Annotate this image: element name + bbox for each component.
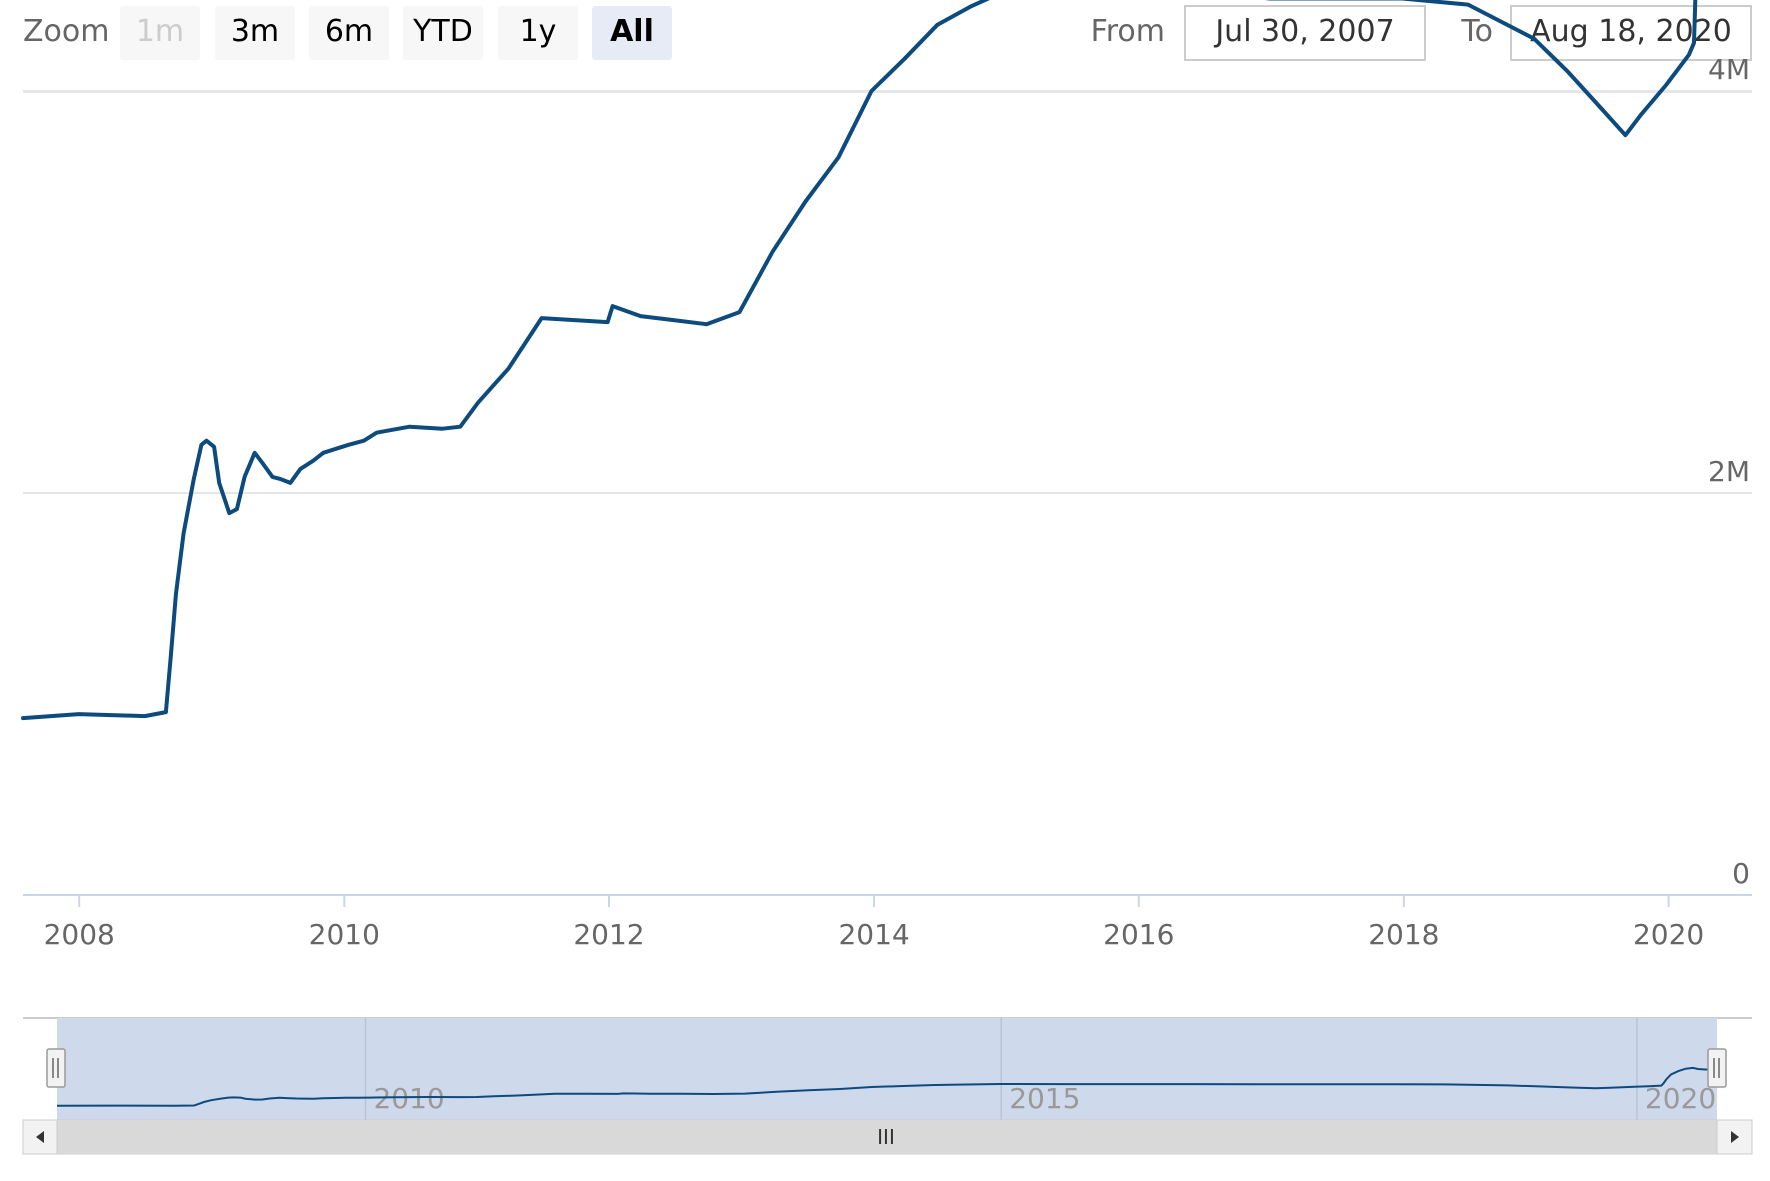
navigator-gridlines: [364, 1018, 1638, 1120]
zoom-button-1y-label[interactable]: 1y: [520, 14, 557, 49]
zoom-button-1y-bg[interactable]: [498, 6, 578, 60]
zoom-button-3m-bg[interactable]: [215, 6, 295, 60]
navigator-tick-labels: 2010 2015 2020: [373, 1082, 1716, 1115]
zoom-button-1y[interactable]: 1y: [498, 6, 578, 60]
zoom-button-ytd-bg[interactable]: [403, 6, 483, 60]
y-tick-label: 4M: [1708, 53, 1750, 86]
scrollbar-thumb[interactable]: [57, 1120, 1717, 1154]
navigator-series-line: [56, 1066, 1718, 1107]
navigator-tick-label: 2020: [1645, 1082, 1716, 1115]
zoom-button-6m-label[interactable]: 6m: [325, 14, 373, 49]
zoom-button-6m[interactable]: 6m: [309, 6, 389, 60]
y-gridlines: [23, 90, 1752, 494]
navigator[interactable]: 2010 2015 2020: [23, 1017, 1752, 1120]
x-tick-label: 2014: [838, 918, 909, 951]
from-date-input[interactable]: Jul 30, 2007: [1184, 5, 1426, 61]
zoom-button-all[interactable]: All: [592, 6, 672, 60]
navigator-handle-left-icon[interactable]: [46, 1048, 66, 1088]
navigator-handle-right-icon[interactable]: [1707, 1048, 1727, 1088]
zoom-button-ytd[interactable]: YTD: [403, 6, 483, 60]
from-label: From: [1091, 14, 1165, 49]
to-date-input[interactable]: Aug 18, 2020: [1510, 5, 1752, 61]
navigator-tick-label: 2015: [1009, 1082, 1080, 1115]
navigator-tick-label: 2010: [373, 1082, 444, 1115]
zoom-button-all-label[interactable]: All: [610, 14, 654, 49]
zoom-button-1m-bg[interactable]: [120, 6, 200, 60]
scrollbar[interactable]: III: [22, 1119, 1753, 1155]
to-date-value[interactable]: Aug 18, 2020: [1530, 14, 1732, 49]
x-tick-label: 2012: [573, 918, 644, 951]
series-line[interactable]: [21, 0, 1752, 721]
x-tick-label: 2018: [1368, 918, 1439, 951]
x-axis-ticks: [78, 895, 1670, 907]
x-tick-label: 2008: [44, 918, 115, 951]
zoom-button-6m-bg[interactable]: [309, 6, 389, 60]
navigator-selected-range[interactable]: [57, 1018, 1717, 1120]
y-tick-label: 0: [1732, 857, 1750, 890]
zoom-button-3m-label[interactable]: 3m: [231, 14, 279, 49]
from-date-value[interactable]: Jul 30, 2007: [1213, 14, 1394, 49]
y-tick-label: 2M: [1708, 455, 1750, 488]
range-selector: Zoom 1m 3m 6m YTD 1y All From Jul 30,: [23, 5, 1752, 61]
scroll-right-arrow-icon[interactable]: [1716, 1119, 1753, 1155]
zoom-button-all-bg[interactable]: [592, 6, 672, 60]
scroll-left-arrow-icon[interactable]: [22, 1119, 58, 1155]
x-tick-label: 2010: [309, 918, 380, 951]
to-date-box[interactable]: [1510, 5, 1752, 61]
zoom-button-3m[interactable]: 3m: [215, 6, 295, 60]
zoom-button-ytd-label[interactable]: YTD: [412, 14, 473, 49]
x-axis-labels: 2008 2010 2012 2014 2016 2018 2020: [44, 918, 1705, 951]
x-tick-label: 2020: [1633, 918, 1704, 951]
to-label: To: [1460, 14, 1493, 49]
from-date-box[interactable]: [1184, 5, 1426, 61]
x-tick-label: 2016: [1103, 918, 1174, 951]
zoom-button-1m-label[interactable]: 1m: [136, 14, 184, 49]
zoom-label: Zoom: [23, 14, 109, 49]
y-axis-labels: 02M4M6M: [1708, 53, 1750, 890]
scrollbar-grip-icon[interactable]: III: [877, 1125, 895, 1149]
zoom-button-1m[interactable]: 1m: [120, 6, 200, 60]
